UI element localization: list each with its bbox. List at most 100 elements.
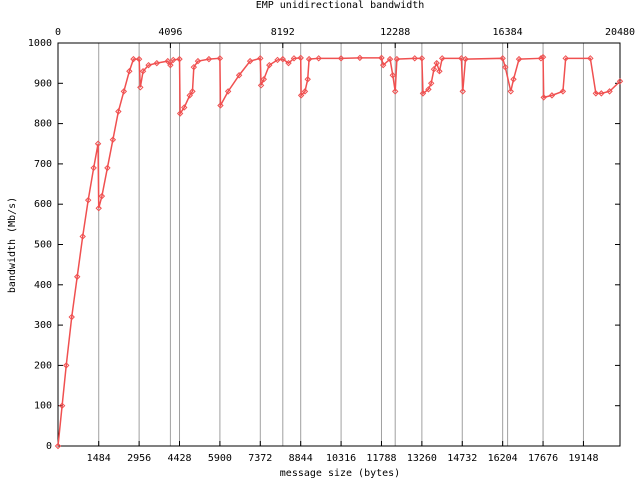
data-point <box>164 57 171 65</box>
x-axis-label: message size (bytes) <box>280 468 400 479</box>
x-tick-label: 17676 <box>528 453 558 464</box>
data-point <box>337 55 345 62</box>
data-point <box>598 90 605 97</box>
data-point <box>290 55 298 62</box>
data-point <box>425 86 432 93</box>
y-tick-label: 300 <box>34 320 52 331</box>
data-point <box>139 68 147 75</box>
y-tick-label: 200 <box>34 360 52 371</box>
data-point <box>279 55 287 63</box>
data-point <box>170 56 177 64</box>
data-point <box>301 88 309 95</box>
data-point <box>386 55 394 63</box>
data-point <box>95 205 102 212</box>
data-point <box>548 92 556 99</box>
data-point <box>84 196 92 204</box>
data-point <box>297 54 304 62</box>
x-tick-label: 10316 <box>326 453 356 464</box>
data-point <box>389 72 396 79</box>
data-point <box>167 61 174 69</box>
data-point <box>186 92 193 99</box>
data-point <box>260 76 268 83</box>
data-point <box>79 233 86 240</box>
data-point <box>459 88 466 95</box>
data-point <box>181 104 188 111</box>
data-point <box>305 55 313 63</box>
data-point <box>120 88 128 95</box>
data-point <box>94 140 102 147</box>
x2-tick-label: 16384 <box>493 27 523 38</box>
y-tick-label: 0 <box>46 441 52 452</box>
data-point <box>304 76 311 83</box>
x-tick-label: 7372 <box>248 453 272 464</box>
data-point <box>438 55 446 62</box>
data-point <box>104 164 111 172</box>
data-point <box>507 88 514 95</box>
data-point <box>90 164 97 172</box>
data-point <box>587 55 594 62</box>
data-point <box>562 55 569 62</box>
data-point <box>130 55 137 63</box>
data-point <box>216 55 224 62</box>
data-point <box>68 313 75 321</box>
y-tick-label: 600 <box>34 199 52 210</box>
x-tick-label: 2956 <box>127 453 151 464</box>
data-point <box>559 88 567 95</box>
x-tick-label: 19148 <box>568 453 598 464</box>
y-tick-label: 1000 <box>28 38 52 49</box>
x-tick-label: 13260 <box>407 453 437 464</box>
data-point <box>235 72 243 79</box>
data-point <box>266 61 273 69</box>
y-axis-label: bandwidth (Mb/s) <box>7 197 18 293</box>
data-point <box>515 55 523 63</box>
data-point <box>418 55 426 62</box>
data-point <box>285 59 292 67</box>
x2-tick-label: 12288 <box>380 27 410 38</box>
x-tick-label: 11788 <box>366 453 396 464</box>
data-point <box>205 55 213 63</box>
x-tick-label: 5900 <box>208 453 232 464</box>
data-point <box>137 84 144 91</box>
data-point <box>315 55 322 62</box>
data-point <box>257 55 264 62</box>
data-point <box>356 54 364 62</box>
data-point <box>257 82 265 89</box>
data-point <box>540 94 547 101</box>
x-tick-label: 1484 <box>87 453 111 464</box>
data-point <box>194 57 202 65</box>
y-tick-label: 100 <box>34 401 52 412</box>
data-point <box>274 56 281 64</box>
data-point <box>246 57 254 65</box>
data-point <box>63 362 70 369</box>
data-point <box>126 68 133 75</box>
x-tick-label: 4428 <box>167 453 191 464</box>
data-point <box>391 88 399 95</box>
data-point <box>98 192 106 200</box>
data-point <box>115 108 122 115</box>
chart-title: EMP unidirectional bandwidth <box>256 0 425 11</box>
x2-tick-label: 8192 <box>271 27 295 38</box>
data-point <box>539 53 547 61</box>
x-tick-label: 8844 <box>289 453 313 464</box>
y-tick-label: 700 <box>34 159 52 170</box>
x2-tick-label: 4096 <box>158 27 182 38</box>
y-tick-label: 800 <box>34 119 52 130</box>
data-point <box>537 55 545 62</box>
data-point <box>74 273 81 280</box>
data-point <box>378 54 385 62</box>
data-point <box>458 55 465 62</box>
y-tick-label: 400 <box>34 280 52 291</box>
data-point <box>109 136 117 143</box>
data-point <box>176 110 184 117</box>
data-point <box>135 55 143 63</box>
data-point <box>430 65 438 73</box>
data-point <box>411 55 418 62</box>
x2-tick-label: 20480 <box>605 27 635 38</box>
data-point <box>190 63 198 71</box>
y-tick-label: 500 <box>34 240 52 251</box>
data-point <box>436 68 443 75</box>
data-point <box>58 402 66 409</box>
x2-tick-label: 0 <box>55 27 61 38</box>
data-point <box>176 55 183 63</box>
